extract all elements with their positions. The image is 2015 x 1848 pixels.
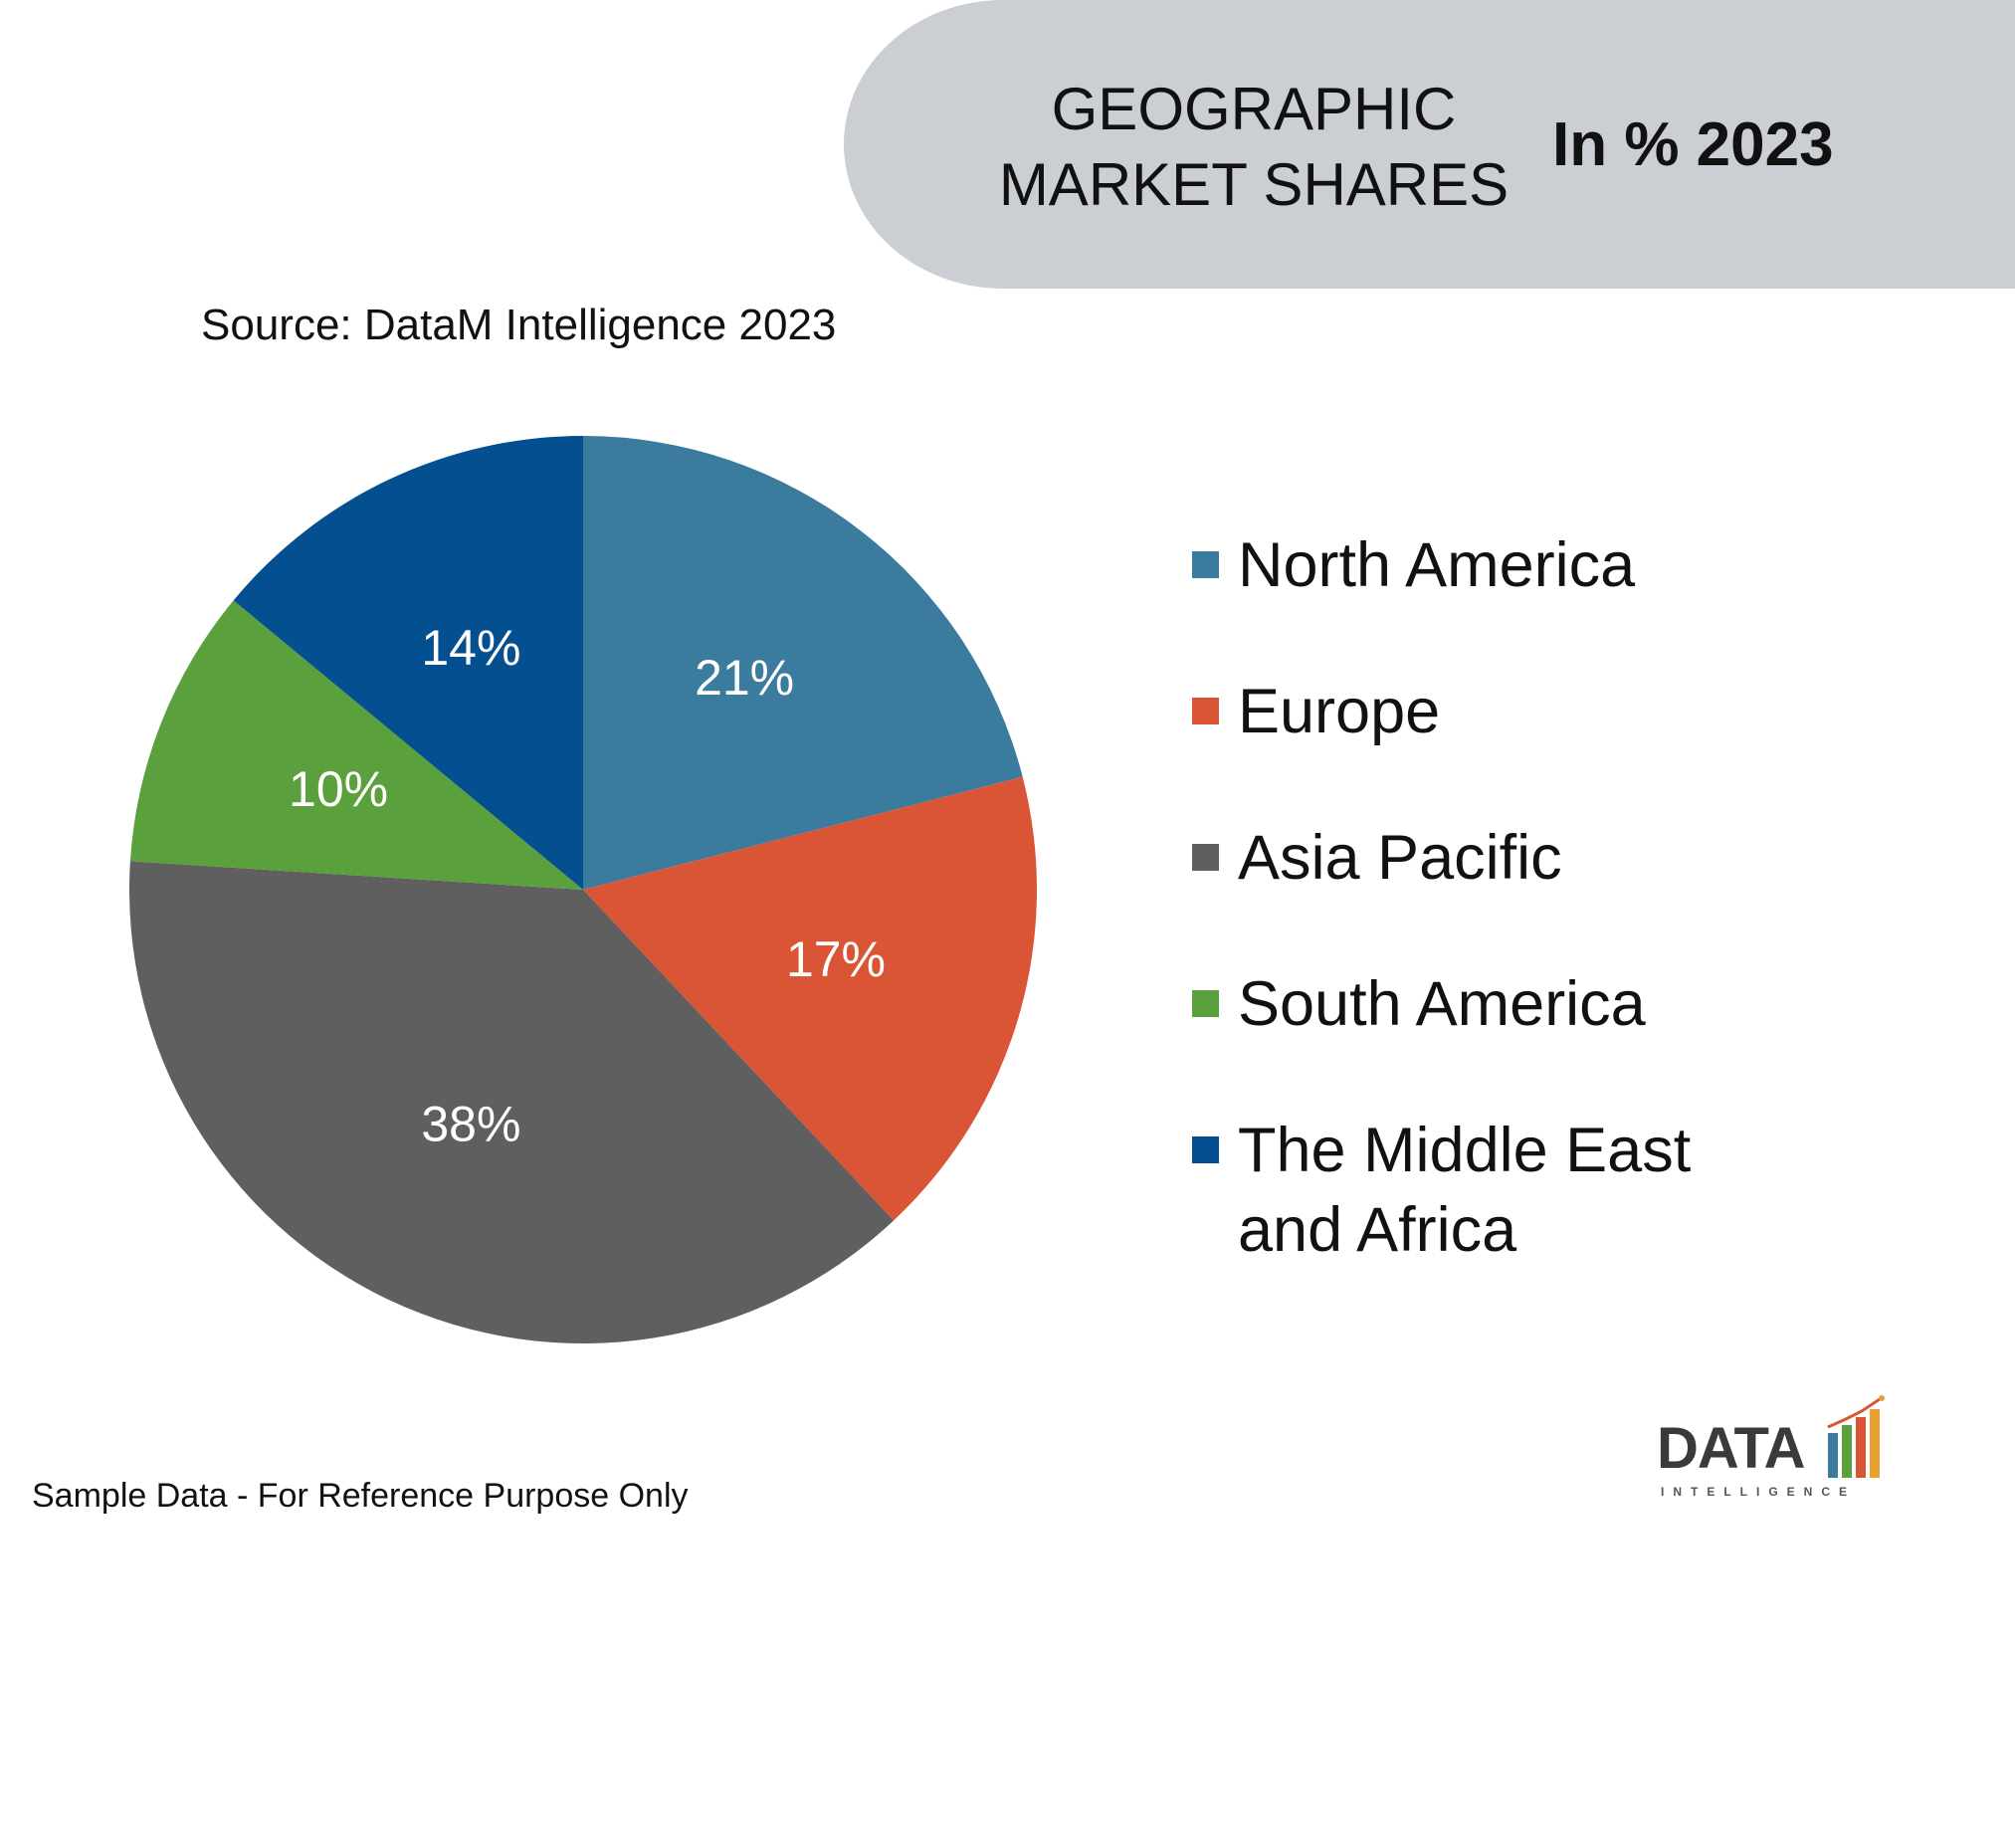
pie-slice-middle-east-africa: [233, 436, 583, 890]
data-label-europe: 17%: [786, 931, 886, 987]
pie-slice-asia-pacific: [128, 861, 895, 1344]
legend-label-middle-east-africa: The Middle East and Africa: [1238, 1116, 1692, 1265]
legend-swatch-south-america: [1192, 990, 1219, 1017]
source-note: Source: DataM Intelligence 2023: [201, 301, 837, 349]
data-label-south-america: 10%: [289, 761, 388, 817]
chart-title: GEOGRAPHIC MARKET SHARES: [975, 72, 1532, 223]
legend-swatch-europe: [1192, 698, 1219, 724]
legend-label-south-america: South America: [1238, 969, 1646, 1039]
datam-intelligence-logo: DATA INTELLIGENCE: [1657, 1393, 1886, 1503]
legend-swatch-middle-east-africa: [1192, 1136, 1219, 1163]
header-banner: [844, 0, 2015, 289]
logo-subtitle: INTELLIGENCE: [1661, 1485, 1857, 1499]
legend-swatch-north-america: [1192, 551, 1219, 578]
logo-wordmark: DATA: [1657, 1416, 1805, 1481]
data-label-middle-east-africa: 14%: [421, 620, 520, 676]
legend-label-europe: Europe: [1238, 677, 1441, 746]
logo-bars-icon: [1827, 1395, 1885, 1478]
legend-label-asia-pacific: Asia Pacific: [1238, 823, 1562, 893]
chart-unit-label: In % 2023: [1552, 110, 1834, 179]
data-label-north-america: 21%: [695, 650, 794, 706]
chart-title-line-2: MARKET SHARES: [998, 151, 1510, 218]
legend-swatch-asia-pacific: [1192, 844, 1219, 871]
sample-data-note: Sample Data - For Reference Purpose Only: [32, 1477, 689, 1515]
pie-slice-europe: [583, 776, 1037, 1221]
pie-slice-north-america: [583, 436, 1023, 890]
chart-title-line-1: GEOGRAPHIC: [1051, 76, 1457, 142]
legend-label-north-america: North America: [1238, 530, 1636, 600]
pie-slice-south-america: [129, 600, 583, 890]
data-label-asia-pacific: 38%: [421, 1097, 520, 1152]
